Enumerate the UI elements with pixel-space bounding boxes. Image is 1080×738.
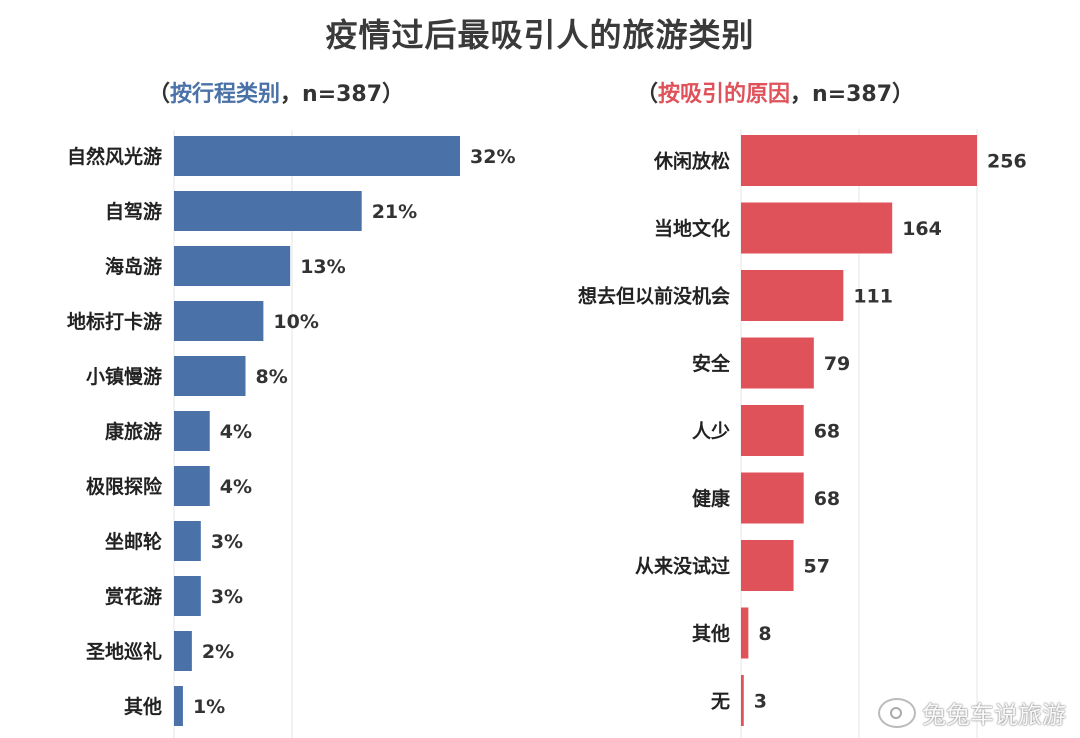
right-bar-0 bbox=[741, 135, 977, 186]
watermark: 兔兔车说旅游 bbox=[878, 695, 1066, 730]
right-category-label-3: 安全 bbox=[692, 352, 731, 375]
left-bar-5 bbox=[174, 411, 210, 451]
left-category-label-7: 坐邮轮 bbox=[105, 530, 162, 553]
left-value-label-3: 10% bbox=[273, 311, 318, 333]
left-bar-6 bbox=[174, 466, 210, 506]
right-category-label-0: 休闲放松 bbox=[653, 150, 730, 173]
right-bar-5 bbox=[741, 472, 804, 524]
watermark-text: 兔兔车说旅游 bbox=[922, 701, 1066, 729]
left-bar-7 bbox=[174, 521, 201, 561]
left-category-label-9: 圣地巡礼 bbox=[86, 640, 162, 663]
right-value-label-1: 164 bbox=[902, 218, 942, 240]
right-category-label-1: 当地文化 bbox=[654, 217, 730, 240]
left-bar-4 bbox=[174, 356, 246, 396]
left-value-label-2: 13% bbox=[300, 256, 345, 278]
left-category-label-5: 康旅游 bbox=[105, 420, 162, 443]
right-bar-2 bbox=[741, 270, 844, 321]
left-value-label-4: 8% bbox=[256, 366, 288, 388]
left-value-label-10: 1% bbox=[193, 696, 225, 718]
right-value-label-3: 79 bbox=[824, 353, 850, 375]
left-category-label-3: 地标打卡游 bbox=[67, 310, 162, 333]
right-bar-7 bbox=[741, 607, 749, 659]
left-value-label-5: 4% bbox=[220, 421, 252, 443]
right-bar-4 bbox=[741, 405, 804, 456]
right-category-label-5: 健康 bbox=[692, 487, 731, 510]
left-bar-3 bbox=[174, 301, 264, 341]
right-category-label-7: 其他 bbox=[692, 622, 730, 645]
left-category-label-1: 自驾游 bbox=[105, 200, 162, 223]
right-category-label-4: 人少 bbox=[692, 421, 730, 443]
right-value-label-5: 68 bbox=[814, 488, 840, 510]
left-subtitle-rest: ，n=387） bbox=[280, 82, 405, 107]
left-bar-8 bbox=[174, 576, 201, 616]
right-bar-8 bbox=[741, 675, 744, 726]
left-bar-10 bbox=[174, 686, 183, 726]
right-bar-1 bbox=[741, 202, 893, 254]
left-category-label-6: 极限探险 bbox=[86, 475, 163, 498]
left-value-label-0: 32% bbox=[470, 146, 515, 168]
left-value-label-8: 3% bbox=[211, 586, 243, 608]
left-value-label-1: 21% bbox=[372, 201, 417, 223]
left-subtitle-accent: 按行程类别 bbox=[170, 82, 281, 107]
weibo-icon bbox=[878, 697, 916, 728]
right-bar-6 bbox=[741, 540, 794, 591]
right-subtitle-accent: 按吸引的原因 bbox=[658, 82, 791, 107]
right-chart-subtitle: （按吸引的原因，n=387） bbox=[636, 76, 914, 108]
right-bar-3 bbox=[741, 337, 814, 389]
left-bar-9 bbox=[174, 631, 192, 671]
left-category-label-10: 其他 bbox=[124, 695, 162, 718]
right-value-label-6: 57 bbox=[804, 556, 830, 578]
right-value-label-2: 111 bbox=[853, 286, 893, 308]
right-value-label-8: 3 bbox=[754, 691, 767, 713]
left-chart-subtitle: （按行程类别，n=387） bbox=[148, 76, 404, 108]
right-value-label-7: 8 bbox=[758, 623, 771, 645]
left-value-label-9: 2% bbox=[202, 641, 234, 663]
left-category-label-8: 赏花游 bbox=[105, 585, 162, 608]
left-subtitle-open: （ bbox=[148, 82, 171, 107]
left-category-label-0: 自然风光游 bbox=[67, 145, 162, 168]
left-category-label-4: 小镇慢游 bbox=[86, 365, 162, 388]
right-value-label-0: 256 bbox=[987, 151, 1027, 173]
left-bar-1 bbox=[174, 191, 362, 231]
left-bar-0 bbox=[174, 136, 460, 176]
left-bar-2 bbox=[174, 246, 291, 286]
right-subtitle-open: （ bbox=[636, 82, 659, 107]
right-subtitle-rest: ，n=387） bbox=[790, 82, 915, 107]
left-value-label-7: 3% bbox=[211, 531, 243, 553]
right-value-label-4: 68 bbox=[814, 421, 840, 443]
chart-title: 疫情过后最吸引人的旅游类别 bbox=[325, 16, 755, 54]
left-value-label-6: 4% bbox=[220, 476, 252, 498]
left-category-label-2: 海岛游 bbox=[105, 255, 162, 278]
right-category-label-6: 从来没试过 bbox=[635, 556, 730, 578]
right-category-label-2: 想去但以前没机会 bbox=[578, 285, 730, 308]
right-category-label-8: 无 bbox=[711, 691, 730, 713]
